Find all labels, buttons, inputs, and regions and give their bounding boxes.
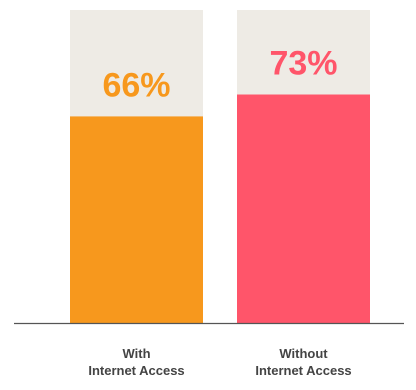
category-label-1-line-2: Internet Access	[88, 363, 184, 378]
bar-2	[237, 94, 370, 323]
category-label-2-line-1: Without	[279, 346, 328, 361]
category-label-2-line-2: Internet Access	[255, 363, 351, 378]
value-label-2: 73%	[269, 45, 337, 83]
value-label-1: 66%	[102, 66, 170, 104]
category-label-1-line-1: With	[122, 346, 150, 361]
bar-1	[70, 116, 203, 323]
